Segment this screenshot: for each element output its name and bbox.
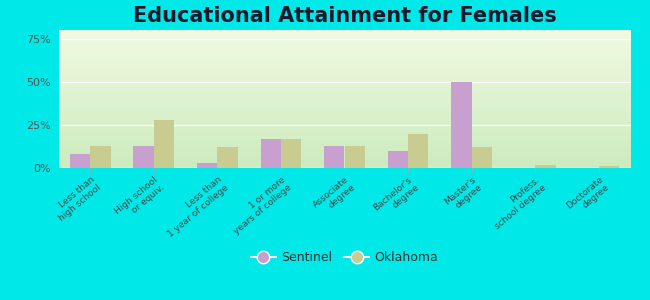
Bar xyxy=(90,146,110,168)
Bar xyxy=(387,151,408,168)
Bar xyxy=(70,154,90,168)
Bar xyxy=(344,146,365,168)
Bar xyxy=(90,146,110,168)
Bar xyxy=(451,82,472,168)
Bar xyxy=(70,154,90,168)
Bar xyxy=(451,82,472,168)
Bar xyxy=(261,139,281,168)
Bar xyxy=(217,147,238,168)
Bar xyxy=(472,147,492,168)
Bar xyxy=(154,120,174,168)
Bar xyxy=(324,146,345,168)
Bar xyxy=(599,166,619,168)
Bar xyxy=(281,139,302,168)
Bar xyxy=(197,163,217,168)
Bar xyxy=(324,146,345,168)
Bar xyxy=(408,134,428,168)
Title: Educational Attainment for Females: Educational Attainment for Females xyxy=(133,6,556,26)
Bar xyxy=(133,146,154,168)
Bar xyxy=(344,146,365,168)
Bar xyxy=(281,139,302,168)
Bar xyxy=(154,120,174,168)
Bar xyxy=(408,134,428,168)
Bar xyxy=(197,163,217,168)
Bar xyxy=(261,139,281,168)
Bar xyxy=(387,151,408,168)
Bar xyxy=(472,147,492,168)
Bar xyxy=(599,166,619,168)
Bar xyxy=(535,164,556,168)
Legend: Sentinel, Oklahoma: Sentinel, Oklahoma xyxy=(246,246,443,269)
Bar xyxy=(133,146,154,168)
Bar xyxy=(535,164,556,168)
Bar xyxy=(217,147,238,168)
